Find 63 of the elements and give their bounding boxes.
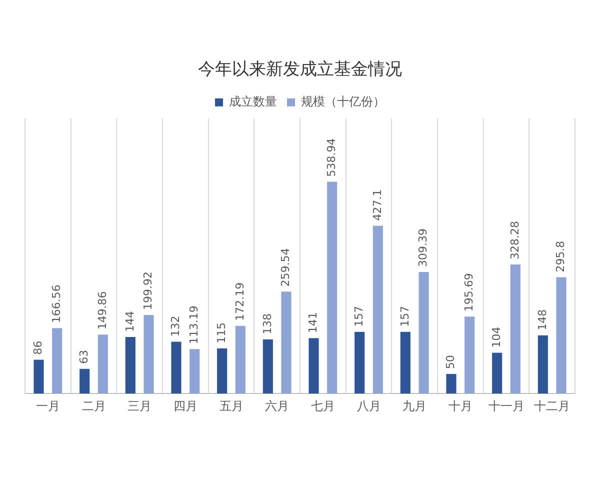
bar (464, 316, 475, 394)
data-label: 199.92 (142, 272, 155, 310)
bar (354, 332, 365, 394)
data-label: 166.56 (50, 284, 63, 324)
data-label: 195.69 (462, 273, 476, 312)
data-label: 132 (169, 316, 182, 337)
x-tick-label: 七月 (310, 399, 335, 414)
x-tick-label: 十一月 (488, 399, 524, 414)
bar (98, 334, 108, 394)
data-label: 309.39 (416, 228, 430, 267)
x-tick-label: 十月 (448, 399, 472, 414)
x-tick-label: 一月 (36, 399, 60, 414)
x-tick-label: 四月 (173, 399, 198, 414)
bar (492, 352, 502, 394)
data-label: 113.19 (187, 306, 200, 344)
data-label: 63 (77, 350, 90, 364)
legend-label: 规模（十亿份） (301, 94, 385, 109)
bar (418, 272, 429, 394)
legend-label: 成立数量 (229, 94, 277, 109)
data-label: 86 (32, 340, 45, 355)
bar (510, 264, 520, 394)
bar (556, 277, 566, 394)
data-label: 104 (490, 326, 503, 348)
data-label: 115 (214, 322, 228, 344)
x-tick-label: 九月 (402, 399, 427, 414)
bar (281, 292, 292, 394)
x-tick-label: 五月 (219, 399, 244, 414)
data-label: 172.19 (233, 282, 246, 321)
bar (446, 374, 456, 394)
x-tick-label: 八月 (356, 399, 381, 414)
data-label: 141 (306, 312, 320, 334)
bar (190, 349, 200, 394)
bar (372, 226, 383, 394)
bar (235, 326, 246, 394)
bar (171, 342, 182, 394)
bar (144, 315, 154, 394)
x-tick-label: 六月 (265, 399, 290, 414)
bar (52, 328, 62, 394)
bar (34, 360, 44, 394)
bar (262, 339, 273, 394)
bar (80, 368, 90, 394)
data-label: 538.94 (324, 138, 338, 177)
data-label: 328.28 (508, 221, 522, 260)
x-tick-label: 二月 (82, 399, 106, 414)
data-label: 295.8 (554, 240, 568, 272)
chart-title: 今年以来新发成立基金情况 (198, 60, 402, 80)
bar (400, 332, 410, 394)
bar (308, 338, 319, 394)
data-label: 157 (398, 306, 412, 327)
bar (538, 335, 548, 394)
data-label: 50 (444, 354, 458, 369)
data-label: 138 (260, 313, 274, 334)
data-label: 148 (536, 309, 549, 330)
x-tick-label: 三月 (128, 399, 152, 414)
data-label: 427.1 (370, 189, 384, 221)
x-tick-label: 十二月 (534, 399, 570, 414)
data-label: 157 (352, 306, 366, 327)
data-label: 144 (123, 310, 136, 332)
data-label: 259.54 (279, 248, 292, 287)
bar (125, 336, 136, 394)
bar (327, 182, 338, 394)
data-label: 149.86 (96, 291, 109, 330)
bar (217, 348, 228, 394)
